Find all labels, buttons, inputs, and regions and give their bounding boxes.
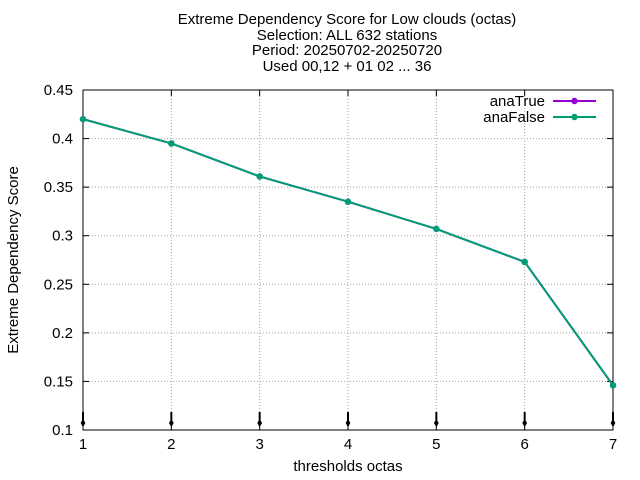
baseline-markers bbox=[80, 412, 616, 426]
y-axis-label: Extreme Dependency Score bbox=[5, 166, 22, 354]
baseline-marker-dot bbox=[434, 420, 439, 426]
x-tick-label: 4 bbox=[344, 436, 352, 453]
x-axis-label: thresholds octas bbox=[293, 458, 402, 475]
baseline-marker-dot bbox=[169, 420, 174, 426]
data-point-anaFalse bbox=[344, 198, 352, 205]
baseline-marker-dot bbox=[257, 420, 262, 426]
baseline-marker-dot bbox=[522, 420, 527, 426]
series-lines bbox=[79, 115, 617, 389]
data-point-anaFalse bbox=[433, 225, 440, 233]
x-tick-label: 5 bbox=[432, 436, 440, 453]
baseline-marker-dot bbox=[345, 420, 351, 426]
y-tick-label: 0.15 bbox=[44, 373, 73, 390]
chart-title-line-3: Period: 20250702-20250720 bbox=[251, 42, 443, 59]
legend-label-anaFalse: anaFalse bbox=[483, 109, 545, 126]
y-tick-labels: 0.1 0.15 0.2 0.25 0.3 0.35 0.4 0.45 bbox=[44, 82, 73, 439]
y-tick-label: 0.2 bbox=[52, 325, 73, 342]
legend-label-anaTrue: anaTrue bbox=[490, 93, 545, 110]
y-tick-label: 0.4 bbox=[52, 131, 73, 148]
y-tick-label: 0.45 bbox=[44, 82, 73, 99]
data-point-anaFalse bbox=[79, 115, 87, 123]
plot-border bbox=[82, 89, 614, 431]
data-point-anaFalse bbox=[609, 382, 617, 389]
data-point-anaFalse bbox=[521, 258, 528, 266]
grid-lines bbox=[83, 90, 613, 430]
chart-title-line-2: Selection: ALL 632 stations bbox=[256, 27, 438, 44]
data-point-anaFalse bbox=[168, 140, 175, 147]
x-tick-label: 1 bbox=[79, 436, 87, 453]
y-tick-label: 0.25 bbox=[44, 276, 73, 293]
y-tick-label: 0.3 bbox=[52, 228, 73, 245]
x-tick-labels: 1 2 3 4 5 6 7 bbox=[79, 436, 617, 453]
legend-marker-anaTrue bbox=[571, 97, 578, 105]
baseline-marker-dot bbox=[80, 420, 86, 426]
y-tick-label: 0.35 bbox=[44, 179, 73, 196]
x-tick-label: 3 bbox=[255, 436, 263, 453]
y-tick-label: 0.1 bbox=[52, 422, 73, 439]
x-tick-label: 7 bbox=[609, 436, 617, 453]
x-tick-label: 6 bbox=[520, 436, 528, 453]
data-point-anaFalse bbox=[256, 173, 263, 180]
x-tick-label: 2 bbox=[167, 436, 175, 453]
legend-marker-anaFalse bbox=[571, 113, 578, 121]
chart-title-line-4: Used 00,12 + 01 02 ... 36 bbox=[262, 58, 432, 75]
chart-title-line-1: Extreme Dependency Score for Low clouds … bbox=[177, 11, 517, 28]
baseline-marker-dot bbox=[610, 420, 616, 426]
